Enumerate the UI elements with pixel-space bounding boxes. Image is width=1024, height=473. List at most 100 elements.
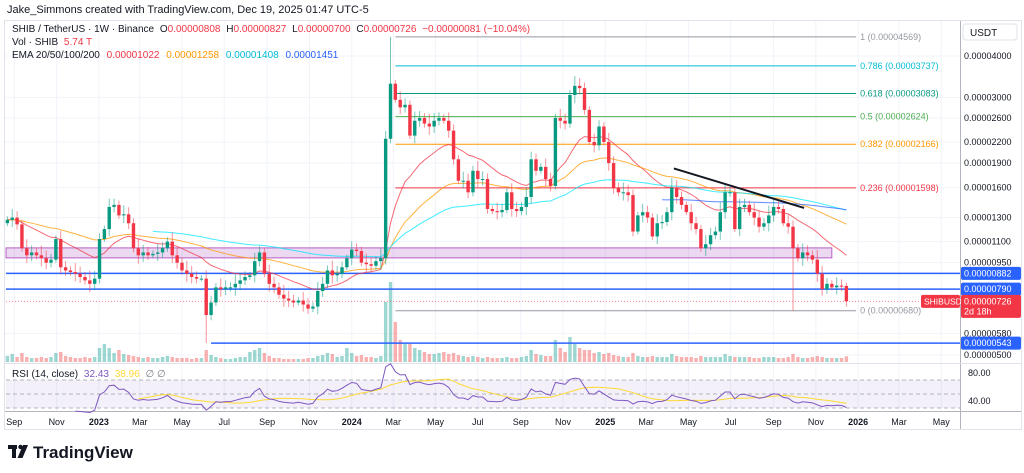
volume-legend[interactable]: Vol · SHIB 5.74 T	[12, 37, 92, 48]
time-tick-label: Jul	[218, 417, 230, 427]
price-tag	[961, 336, 1021, 350]
ema-legend[interactable]: EMA 20/50/100/200 0.00001022 0.00001258 …	[12, 50, 339, 61]
trendline[interactable]	[673, 167, 805, 209]
volume-bar	[805, 358, 810, 362]
volume-bar	[757, 358, 761, 362]
volume-bar	[78, 358, 82, 362]
volume-bar	[34, 358, 39, 362]
volume-bar	[316, 356, 320, 362]
volume-bar	[602, 354, 606, 362]
candle-body	[10, 217, 14, 220]
volume-bar	[771, 357, 776, 362]
fib-level-label: 0.236 (0.00001598)	[860, 183, 939, 193]
candle-body	[403, 104, 407, 108]
volume-bar	[611, 355, 616, 362]
volume-bar	[616, 356, 621, 362]
close-label: C	[356, 24, 363, 35]
candle-body	[199, 278, 204, 280]
volume-bar	[510, 358, 514, 362]
volume-bar	[490, 358, 495, 362]
currency-button[interactable]	[962, 23, 1018, 41]
volume-bar	[117, 350, 121, 362]
candle-body	[844, 285, 849, 302]
time-tick-label: Mar	[386, 417, 402, 427]
volume-bar	[20, 353, 24, 362]
rsi-pane	[6, 363, 960, 414]
time-tick-label: 2024	[342, 417, 362, 427]
candle-body	[825, 283, 829, 290]
bar-countdown: 2d 18h	[964, 306, 992, 316]
volume-bar	[253, 350, 257, 362]
volume-bar	[185, 358, 189, 362]
trendline-line[interactable]	[673, 167, 805, 209]
volume-bar	[54, 353, 58, 362]
volume-bar	[422, 352, 427, 362]
time-tick-label: Jul	[472, 417, 484, 427]
candle-body	[29, 252, 34, 256]
candle-body	[238, 280, 242, 284]
time-tick-label: Sep	[259, 417, 275, 427]
fibonacci-retracement[interactable]: 1 (0.00004569) 0.786 (0.00003737) 0.618 (0…	[395, 32, 939, 316]
time-tick-label: May	[680, 417, 698, 427]
price-tick-label: 0.00001600	[964, 183, 1012, 193]
price-tick-label: 0.00002600	[964, 113, 1012, 123]
price-axis[interactable]: 0.00004000 0.00003000 0.00002600 0.00002200…	[964, 51, 1012, 406]
volume-bar	[839, 358, 844, 362]
ema200-line	[662, 199, 847, 211]
time-axis[interactable]: Sep Nov 2023 Mar May Jul Sep Nov 2024 Mar May Jul Se…	[6, 417, 950, 427]
volume-bar	[180, 358, 184, 362]
tradingview-logo[interactable]: TradingView	[8, 443, 134, 462]
candle-body	[636, 215, 640, 232]
candle-body	[131, 223, 136, 249]
candle-body	[388, 83, 393, 139]
candle-body	[592, 141, 596, 146]
candle-body	[708, 235, 713, 245]
support-zone	[5, 247, 833, 259]
volume-bar	[461, 356, 465, 362]
candle-body	[151, 253, 155, 256]
volume-bar	[558, 348, 562, 362]
volume-bar	[437, 353, 441, 362]
price-tick-label: 0.00001300	[964, 213, 1012, 223]
volume-bar	[379, 356, 383, 362]
candle-body	[713, 231, 718, 236]
time-tick-label: May	[427, 417, 445, 427]
volume-bar	[830, 358, 834, 362]
candle-body	[5, 219, 10, 224]
volume-bar	[248, 352, 252, 362]
volume-bar	[476, 357, 480, 362]
candle-body	[466, 180, 470, 193]
volume-bar	[679, 357, 684, 362]
volume-bar	[204, 350, 208, 362]
candle-body	[160, 248, 165, 253]
volume-bar	[592, 353, 596, 362]
candle-body	[204, 278, 208, 316]
volume-bar	[519, 357, 524, 362]
candle-body	[621, 192, 625, 194]
candle-body	[25, 248, 29, 256]
rsi-legend[interactable]: RSI (14, close) 32.43 38.96 ∅ ∅	[12, 369, 166, 380]
volume-bar	[781, 358, 786, 362]
volume-bar	[228, 359, 233, 362]
candle-body	[39, 255, 44, 259]
horizontal-lines[interactable]	[6, 272, 960, 344]
candle-body	[626, 192, 630, 196]
volume-bar	[296, 359, 301, 362]
volume-bar	[466, 357, 470, 362]
symbol-legend[interactable]: SHIB / TetherUS · 1W · Binance O0.000008…	[12, 24, 530, 35]
last-price-label: 0.00000726	[964, 296, 1012, 306]
volume-bar	[345, 348, 349, 362]
time-tick-label: Sep	[766, 417, 782, 427]
volume-bar	[160, 357, 165, 362]
candle-body	[607, 141, 611, 164]
volume-bar	[219, 358, 223, 362]
candle-body	[49, 259, 53, 263]
volume-bar	[10, 354, 14, 362]
candle-body	[68, 270, 73, 273]
volume-bar	[631, 353, 635, 362]
volume-bar	[480, 358, 485, 362]
time-tick-label: Sep	[6, 417, 22, 427]
volume-bar	[529, 350, 533, 362]
price-tag-label: 0.00000543	[964, 338, 1012, 348]
